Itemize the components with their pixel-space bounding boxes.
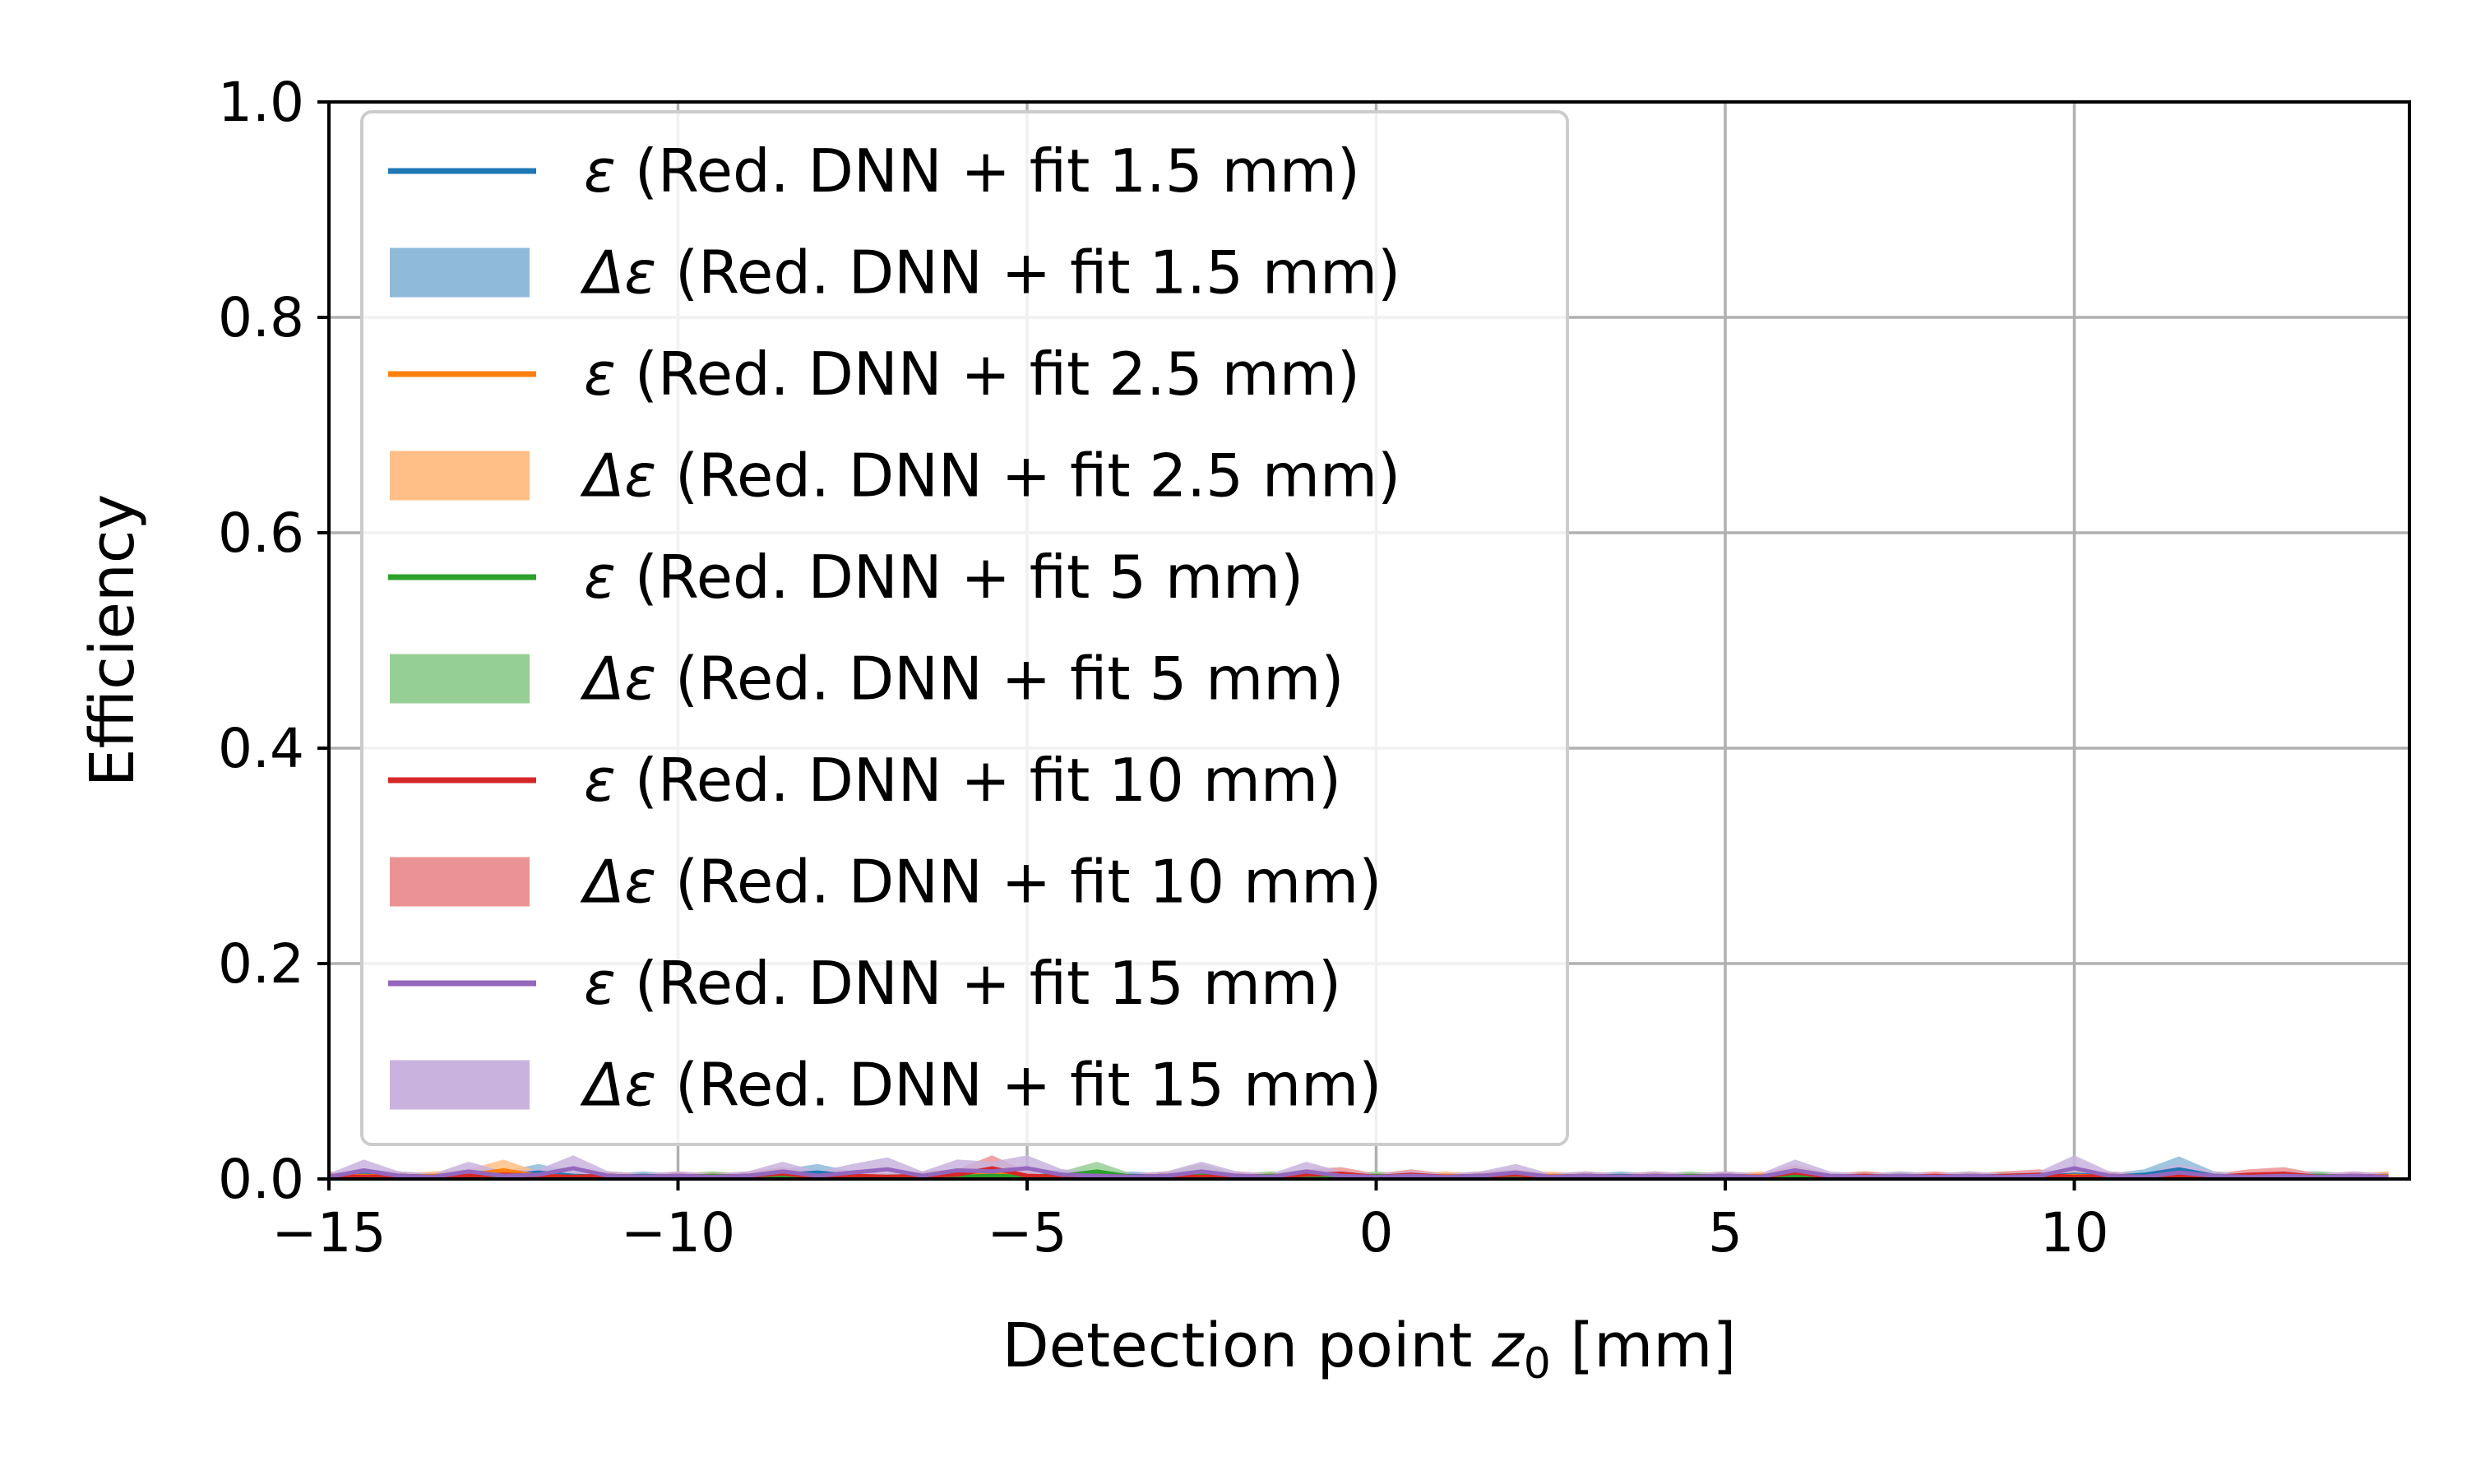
x-tick-label: 0: [1358, 1201, 1393, 1264]
legend-series-name: (Red. DNN + fit 5 mm): [656, 645, 1344, 714]
y-tick-label: 0.6: [218, 502, 304, 565]
legend-series-name: (Red. DNN + fit 15 mm): [656, 1051, 1382, 1120]
legend-series-name: (Red. DNN + fit 10 mm): [656, 848, 1382, 917]
y-tick-label: 0.4: [218, 717, 304, 780]
x-axis-label-post: [mm]: [1551, 1311, 1736, 1381]
x-axis-label-var: z: [1491, 1311, 1525, 1381]
legend-symbol: ε: [584, 136, 616, 206]
plot-frame: [327, 100, 2411, 1181]
legend-band-swatch: [390, 857, 530, 907]
legend: ε (Red. DNN + fit 1.5 mm)Δε (Red. DNN + …: [360, 110, 1569, 1146]
legend-band-swatch: [390, 247, 530, 298]
y-axis-label: Efficiency: [77, 494, 148, 787]
x-tick-label: −10: [621, 1201, 735, 1264]
legend-series-name: (Red. DNN + fit 15 mm): [616, 949, 1341, 1018]
legend-label: ε (Red. DNN + fit 1.5 mm): [584, 136, 1360, 206]
legend-symbol: Δε: [580, 848, 656, 917]
x-axis-label-pre: Detection point: [1002, 1311, 1492, 1381]
legend-symbol: ε: [584, 543, 616, 612]
legend-band-swatch: [390, 654, 530, 704]
legend-label: Δε (Red. DNN + fit 2.5 mm): [580, 442, 1400, 511]
legend-symbol: Δε: [580, 1051, 656, 1120]
legend-label: ε (Red. DNN + fit 10 mm): [584, 746, 1341, 815]
legend-series-name: (Red. DNN + fit 1.5 mm): [616, 136, 1360, 206]
y-tick-label: 0.0: [218, 1148, 304, 1211]
legend-label: Δε (Red. DNN + fit 15 mm): [580, 1051, 1382, 1120]
legend-symbol: Δε: [580, 645, 656, 714]
legend-symbol: ε: [584, 340, 616, 409]
legend-series-name: (Red. DNN + fit 2.5 mm): [616, 340, 1360, 409]
legend-band-swatch: [390, 1060, 530, 1110]
legend-label: Δε (Red. DNN + fit 5 mm): [580, 645, 1345, 714]
legend-series-name: (Red. DNN + fit 2.5 mm): [656, 442, 1400, 511]
legend-label: Δε (Red. DNN + fit 10 mm): [580, 848, 1382, 917]
x-tick-label: −15: [271, 1201, 386, 1264]
legend-symbol: ε: [584, 949, 616, 1018]
legend-label: ε (Red. DNN + fit 5 mm): [584, 543, 1303, 612]
legend-symbol: Δε: [580, 442, 656, 511]
legend-series-name: (Red. DNN + fit 5 mm): [616, 543, 1303, 612]
tick-layer: −15 −10 −5 0 5 10 0.0 0.2 0.4 0.6 0.8 1.0: [218, 71, 2108, 1264]
legend-box: [360, 110, 1569, 1146]
x-axis-label-sub: 0: [1524, 1339, 1551, 1389]
legend-label: ε (Red. DNN + fit 2.5 mm): [584, 340, 1360, 409]
legend-label: Δε (Red. DNN + fit 1.5 mm): [580, 238, 1400, 307]
y-tick-label: 1.0: [218, 71, 304, 134]
x-axis-label: Detection point z0 [mm]: [1002, 1311, 1737, 1389]
series-layer: [328, 1155, 2389, 1179]
legend-label: ε (Red. DNN + fit 15 mm): [584, 949, 1341, 1018]
y-tick-label: 0.2: [218, 932, 304, 996]
legend-series-name: (Red. DNN + fit 10 mm): [616, 746, 1341, 815]
line-series-5: [328, 1166, 2389, 1179]
x-tick-label: −5: [987, 1201, 1067, 1264]
x-tick-label: 10: [2039, 1201, 2108, 1264]
legend-symbol: Δε: [580, 238, 656, 307]
y-tick-label: 0.8: [218, 286, 304, 349]
legend-band-swatch: [390, 451, 530, 501]
legend-series-name: (Red. DNN + fit 1.5 mm): [656, 238, 1400, 307]
x-tick-label: 5: [1708, 1201, 1743, 1264]
legend-symbol: ε: [584, 746, 616, 815]
